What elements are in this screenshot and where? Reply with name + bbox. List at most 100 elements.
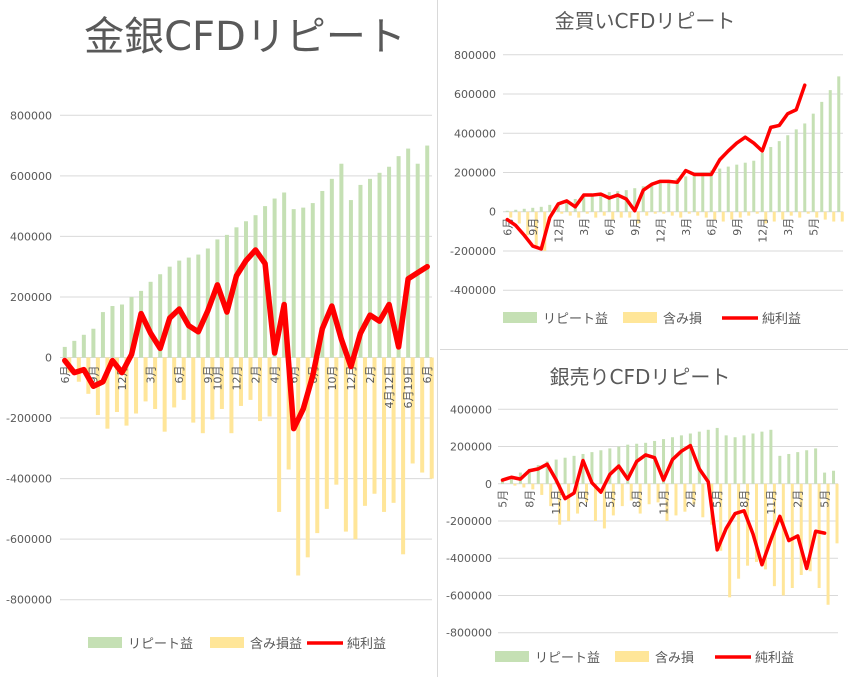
bar-unrealized-loss bbox=[105, 357, 110, 429]
chart-title: 金銀CFDリピート bbox=[84, 14, 406, 60]
bar-repeat-profit bbox=[234, 227, 239, 358]
bar-repeat-profit bbox=[387, 166, 392, 358]
x-tick-label: 9月 bbox=[202, 366, 215, 384]
bar-repeat-profit bbox=[760, 431, 764, 484]
bar-repeat-profit bbox=[339, 163, 344, 358]
bar-unrealized-loss bbox=[153, 357, 158, 409]
legend-swatch bbox=[210, 637, 244, 648]
bar-unrealized-loss bbox=[763, 483, 767, 570]
x-tick-label: 5月 bbox=[496, 490, 509, 508]
y-tick-label: 600000 bbox=[454, 88, 496, 101]
bar-repeat-profit bbox=[626, 444, 630, 484]
bar-repeat-profit bbox=[186, 257, 191, 358]
legend-label: 含み損益 bbox=[250, 636, 302, 652]
x-tick-label: 5月 bbox=[711, 490, 724, 508]
bar-unrealized-loss bbox=[114, 357, 119, 412]
bar-repeat-profit bbox=[743, 162, 747, 212]
bar-repeat-profit bbox=[675, 178, 679, 212]
bar-repeat-profit bbox=[667, 180, 671, 212]
bar-unrealized-loss bbox=[620, 483, 624, 507]
bar-unrealized-loss bbox=[210, 357, 215, 420]
bar-repeat-profit bbox=[650, 184, 654, 212]
bar-unrealized-loss bbox=[560, 211, 564, 214]
bar-repeat-profit bbox=[282, 192, 287, 358]
bar-unrealized-loss bbox=[670, 211, 674, 216]
bar-unrealized-loss bbox=[191, 357, 196, 423]
x-tick-label: 5月 bbox=[807, 218, 820, 236]
bar-unrealized-loss bbox=[755, 483, 758, 562]
bar-unrealized-loss bbox=[534, 211, 538, 248]
bar-unrealized-loss bbox=[296, 357, 301, 576]
x-tick-label: 9月 bbox=[629, 218, 642, 236]
bar-unrealized-loss bbox=[258, 357, 263, 422]
bar-repeat-profit bbox=[548, 204, 552, 212]
y-tick-label: 200000 bbox=[10, 291, 52, 304]
bar-repeat-profit bbox=[724, 435, 728, 484]
bar-unrealized-loss bbox=[517, 211, 521, 224]
bar-repeat-profit bbox=[536, 465, 540, 484]
bar-unrealized-loss bbox=[832, 211, 836, 222]
bar-unrealized-loss bbox=[721, 211, 725, 222]
legend-label: 純利益 bbox=[755, 651, 794, 666]
bar-repeat-profit bbox=[572, 455, 576, 484]
x-tick-label: 9月 bbox=[527, 218, 540, 236]
y-tick-label: -200000 bbox=[446, 515, 492, 528]
bar-repeat-profit bbox=[81, 334, 86, 358]
bar-unrealized-loss bbox=[362, 357, 367, 506]
bar-repeat-profit bbox=[794, 129, 798, 212]
x-tick-label: 6月19日 bbox=[402, 366, 415, 409]
bar-unrealized-loss bbox=[324, 357, 329, 509]
bar-repeat-profit bbox=[633, 188, 637, 212]
legend-label: リピート益 bbox=[543, 312, 608, 327]
bar-unrealized-loss bbox=[747, 211, 751, 216]
x-tick-label: 2月 bbox=[364, 366, 377, 384]
bar-repeat-profit bbox=[684, 176, 688, 212]
bar-repeat-profit bbox=[100, 312, 105, 358]
bar-unrealized-loss bbox=[611, 483, 615, 516]
bar-unrealized-loss bbox=[683, 483, 687, 512]
y-tick-label: 200000 bbox=[454, 167, 496, 180]
legend-label: 純利益 bbox=[762, 312, 801, 327]
bar-unrealized-loss bbox=[817, 483, 821, 589]
bar-repeat-profit bbox=[726, 166, 730, 212]
bar-unrealized-loss bbox=[826, 483, 830, 605]
bar-unrealized-loss bbox=[713, 211, 717, 220]
bar-repeat-profit bbox=[244, 221, 248, 358]
y-tick-label: -800000 bbox=[6, 594, 52, 607]
bar-repeat-profit bbox=[644, 442, 648, 484]
bar-repeat-profit bbox=[769, 429, 773, 484]
bar-repeat-profit bbox=[91, 328, 96, 358]
x-tick-label: 6月 bbox=[603, 218, 616, 236]
bar-unrealized-loss bbox=[781, 211, 785, 220]
bar-unrealized-loss bbox=[738, 211, 742, 218]
chart-gold-buy-panel: 金買いCFDリピート 800000 600000 400000 200000 0 -2000… bbox=[440, 0, 848, 348]
bar-unrealized-loss bbox=[567, 483, 571, 521]
bar-unrealized-loss bbox=[679, 211, 683, 218]
legend-swatch bbox=[495, 651, 529, 662]
bar-repeat-profit bbox=[224, 234, 229, 358]
legend-swatch bbox=[88, 637, 122, 648]
bar-unrealized-loss bbox=[772, 211, 776, 222]
bar-unrealized-loss bbox=[593, 483, 597, 521]
chart-main-panel: 金銀CFDリピート 800000 600000 400000 200000 0 -20000… bbox=[6, 14, 435, 652]
bar-unrealized-loss bbox=[719, 483, 723, 551]
bar-repeat-profit bbox=[616, 191, 620, 212]
bar-repeat-profit bbox=[554, 459, 558, 484]
bar-unrealized-loss bbox=[531, 483, 535, 490]
bar-repeat-profit bbox=[527, 468, 531, 484]
y-tick-label: -400000 bbox=[446, 552, 492, 565]
bar-repeat-profit bbox=[348, 200, 353, 358]
bar-repeat-profit bbox=[715, 427, 719, 484]
bar-unrealized-loss bbox=[576, 483, 580, 514]
bar-repeat-profit bbox=[742, 435, 746, 484]
chart-gold-buy-svg: 金買いCFDリピート 800000 600000 400000 200000 0 -2000… bbox=[450, 9, 844, 327]
y-tick-label: 400000 bbox=[454, 127, 496, 140]
bar-unrealized-loss bbox=[737, 483, 741, 579]
bar-repeat-profit bbox=[599, 194, 603, 212]
bar-repeat-profit bbox=[688, 433, 692, 484]
y-tick-label: 600000 bbox=[10, 170, 52, 183]
x-tick-label: 6月 bbox=[421, 366, 434, 384]
chart-silver-sell-panel: 銀売りCFDリピート 400000 200000 0 -200000 -400000 -60… bbox=[440, 352, 848, 677]
bar-repeat-profit bbox=[563, 457, 567, 484]
bar-repeat-profit bbox=[752, 160, 756, 212]
